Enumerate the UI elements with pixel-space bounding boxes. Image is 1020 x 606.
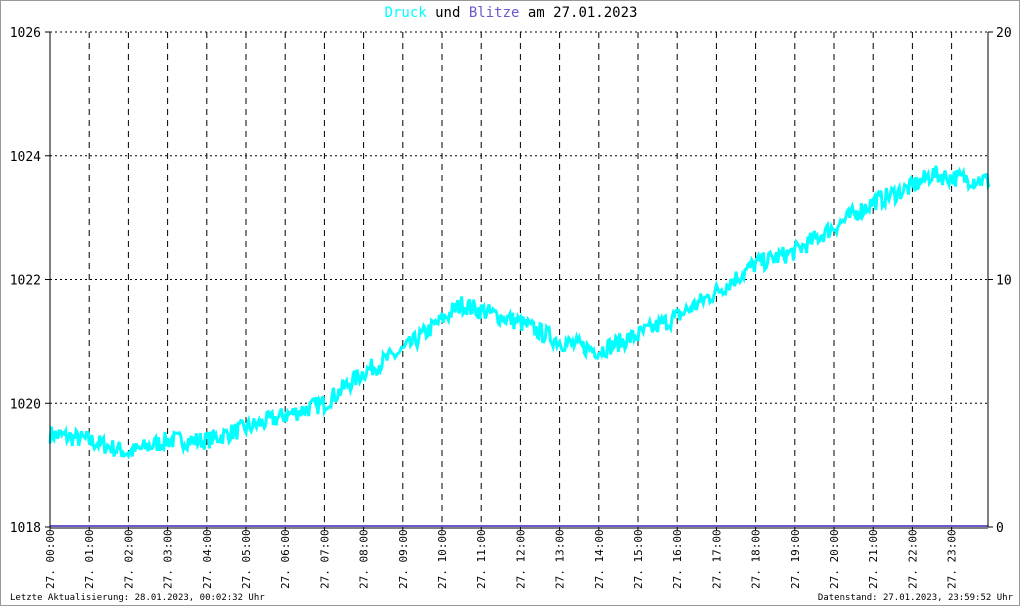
x-tick-label: 27. 00:00: [44, 529, 57, 589]
x-tick-label: 27. 04:00: [201, 529, 214, 589]
x-tick-label: 27. 06:00: [279, 529, 292, 589]
x-tick-label: 27. 19:00: [789, 529, 802, 589]
x-tick-label: 27. 13:00: [554, 529, 567, 589]
x-tick-label: 27. 12:00: [514, 529, 527, 589]
x-tick-label: 27. 17:00: [710, 529, 723, 589]
x-tick-label: 27. 02:00: [122, 529, 135, 589]
x-tick-label: 27. 01:00: [83, 529, 96, 589]
x-tick-label: 27. 11:00: [475, 529, 488, 589]
title-series-druck: Druck: [384, 5, 427, 21]
chart-title: Druck und Blitze am 27.01.2023: [1, 5, 1019, 21]
y-left-tick-label: 1024: [10, 150, 41, 165]
series-druck-line: [48, 165, 991, 460]
x-tick-label: 27. 21:00: [867, 529, 880, 589]
y-left-tick-label: 1022: [10, 274, 41, 289]
x-tick-label: 27. 10:00: [436, 529, 449, 589]
title-joiner: und: [435, 5, 461, 21]
x-tick-label: 27. 03:00: [162, 529, 175, 589]
y-right-tick-label: 10: [996, 274, 1012, 289]
title-date: am 27.01.2023: [527, 5, 638, 21]
x-tick-label: 27. 09:00: [397, 529, 410, 589]
x-tick-label: 27. 14:00: [593, 529, 606, 589]
y-left-tick-label: 1026: [10, 26, 41, 41]
x-tick-label: 27. 16:00: [671, 529, 684, 589]
title-series-blitze: Blitze: [468, 5, 520, 21]
x-tick-label: 27. 15:00: [632, 529, 645, 589]
x-tick-label: 27. 20:00: [828, 529, 841, 589]
y-left-tick-label: 1020: [10, 397, 41, 412]
last-update-text: Letzte Aktualisierung: 28.01.2023, 00:02…: [10, 593, 265, 603]
x-tick-label: 27. 22:00: [906, 529, 919, 589]
x-tick-label: 27. 18:00: [750, 529, 763, 589]
y-left-tick-label: 1018: [10, 521, 41, 536]
y-right-tick-label: 20: [996, 26, 1012, 41]
x-tick-label: 27. 07:00: [318, 529, 331, 589]
x-tick-label: 27. 05:00: [240, 529, 253, 589]
y-right-tick-label: 0: [996, 521, 1004, 536]
x-tick-label: 27. 08:00: [358, 529, 371, 589]
data-state-text: Datenstand: 27.01.2023, 23:59:52 Uhr: [817, 593, 1013, 603]
x-tick-label: 27. 23:00: [946, 529, 959, 589]
